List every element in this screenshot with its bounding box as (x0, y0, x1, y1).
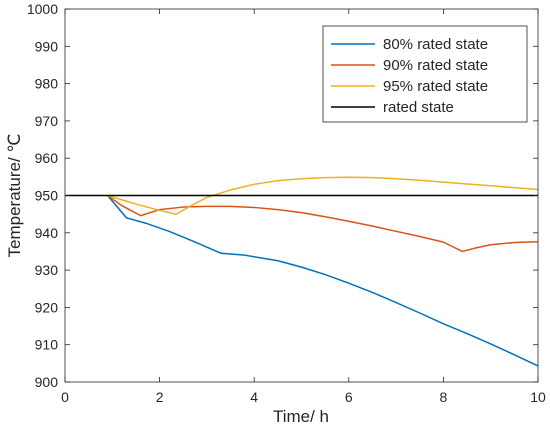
x-tick-label: 6 (345, 389, 353, 405)
series-line-0 (106, 195, 539, 367)
y-tick-label: 930 (35, 262, 59, 278)
legend-box (322, 25, 528, 123)
y-tick-label: 940 (35, 225, 59, 241)
y-tick-label: 1000 (27, 1, 58, 17)
legend-label-0: 80% rated state (383, 36, 488, 53)
x-tick-label: 2 (156, 389, 164, 405)
y-tick-label: 950 (35, 188, 59, 204)
series-line-1 (107, 194, 539, 253)
y-tick-label: 980 (35, 76, 59, 92)
x-tick-label: 4 (250, 389, 258, 405)
legend-label-2: 95% rated state (383, 78, 488, 95)
legend-label-1: 90% rated state (383, 57, 488, 74)
y-tick-label: 920 (35, 299, 59, 315)
x-tick-label: 10 (530, 389, 546, 405)
y-axis-label: Temperature/ ℃ (5, 134, 24, 258)
ticks-layer: 0 2 4 6 8 10 900 910 920 930 940 950 960 970 980 990 100… (27, 1, 546, 405)
y-tick-label: 970 (35, 113, 59, 129)
y-tick-label: 960 (35, 150, 59, 166)
x-tick-label: 0 (61, 389, 69, 405)
series-layer (65, 176, 539, 367)
x-tick-label: 8 (440, 389, 448, 405)
y-tick-label: 990 (35, 38, 59, 54)
legend: 80% rated state 90% rated state 95% rated … (322, 25, 528, 123)
x-axis-label: Time/ h (273, 407, 329, 426)
y-tick-label: 900 (35, 374, 59, 390)
legend-label-3: rated state (383, 99, 454, 116)
y-tick-label: 910 (35, 337, 59, 353)
series-line-2 (107, 176, 539, 215)
